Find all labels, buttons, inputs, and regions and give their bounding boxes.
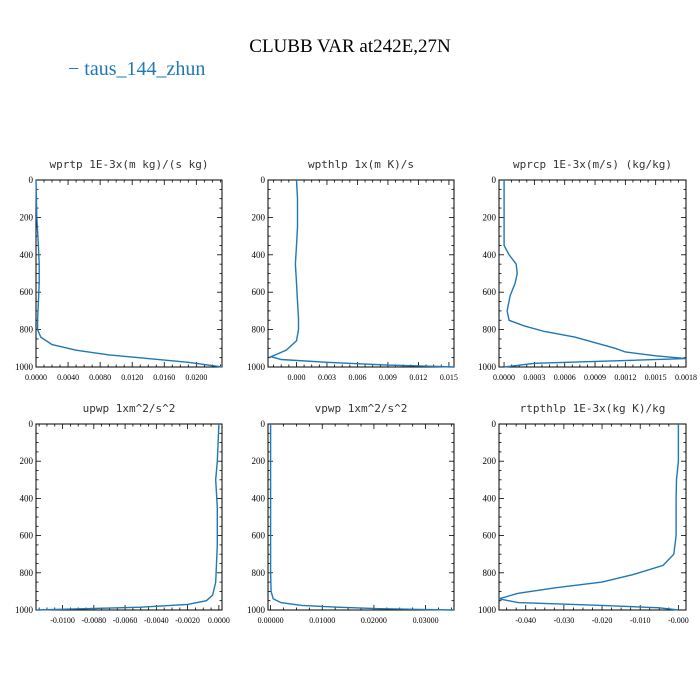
panel-2: wpthlp 1x(m K)/s 0 200 400 600 800 1000 0.000 0.… (247, 158, 458, 382)
plot-frame (498, 423, 687, 611)
y-tick-label: 400 (483, 250, 497, 260)
legend: − taus_144_zhun (68, 58, 205, 81)
x-tick-label: 0.0200 (185, 373, 207, 382)
y-tick-label: 800 (252, 568, 266, 578)
series-line (269, 424, 455, 611)
y-tick-label: 400 (483, 493, 497, 503)
y-tick-label: 600 (252, 287, 266, 297)
y-tick-label: 0 (29, 175, 34, 185)
y-tick-label: 400 (252, 250, 266, 260)
plot-frame (35, 423, 223, 611)
panel-1: wprtp 1E-3x(m kg)/(s kg) 0 200 400 600 800 100… (15, 158, 223, 382)
y-tick-label: 1000 (478, 362, 497, 372)
x-tick-label: 0.012 (409, 373, 427, 382)
x-tick-label: 0.0012 (614, 373, 636, 382)
x-tick-label: 0.0160 (153, 373, 175, 382)
series-line (268, 179, 455, 368)
y-tick-label: 400 (252, 493, 266, 503)
y-tick-label: 200 (20, 212, 34, 222)
y-tick-label: 200 (483, 212, 497, 222)
x-tick-label: 0.0000 (208, 616, 230, 625)
x-tick-label: -0.0040 (144, 616, 169, 625)
y-tick-label: 600 (483, 531, 497, 541)
x-tick-label: 0.0000 (493, 373, 515, 382)
y-tick-label: 0 (492, 419, 497, 429)
y-tick-label: 1000 (247, 605, 266, 615)
series-line (498, 424, 680, 611)
x-tick-label: 0.009 (379, 373, 397, 382)
y-tick-label: 800 (20, 568, 34, 578)
y-tick-label: 200 (20, 456, 34, 466)
x-tick-label: 0.015 (440, 373, 458, 382)
y-tick-label: 1000 (15, 362, 34, 372)
x-tick-label: -0.0060 (113, 616, 138, 625)
x-tick-label: 0.0000 (25, 373, 47, 382)
x-tick-label: 0.000 (287, 373, 305, 382)
panel-6: rtpthlp 1E-3x(kg K)/kg 0 200 400 600 800 1000 -… (478, 402, 689, 625)
y-tick-label: 1000 (478, 605, 497, 615)
panel-4: upwp 1xm^2/s^2 0 200 400 600 800 1000 -0.0100 -0… (15, 402, 230, 625)
plot-frame (35, 179, 223, 368)
y-tick-label: 400 (20, 493, 34, 503)
x-tick-label: 0.02000 (361, 616, 387, 625)
x-tick-label: 0.0015 (645, 373, 667, 382)
x-tick-label: 0.0009 (584, 373, 606, 382)
y-tick-label: 200 (252, 456, 266, 466)
y-tick-label: 1000 (15, 605, 34, 615)
legend-line-icon: − (68, 58, 80, 80)
x-tick-label: -0.020 (592, 616, 613, 625)
legend-label: taus_144_zhun (84, 58, 206, 80)
y-tick-label: 200 (483, 456, 497, 466)
y-tick-label: 0 (261, 175, 266, 185)
x-tick-label: 0.03000 (413, 616, 439, 625)
x-tick-label: 0.0120 (121, 373, 143, 382)
y-tick-label: 800 (252, 325, 266, 335)
panel-title: rtpthlp 1E-3x(kg K)/kg (520, 402, 666, 415)
x-tick-label: -0.000 (668, 616, 689, 625)
panel-title: wprcp 1E-3x(m/s) (kg/kg) (513, 158, 672, 171)
y-tick-label: 0 (29, 419, 34, 429)
y-tick-label: 0 (261, 419, 266, 429)
plot-frame (267, 423, 455, 611)
x-tick-label: 0.0003 (523, 373, 545, 382)
series-line (35, 179, 223, 368)
panel-3: wprcp 1E-3x(m/s) (kg/kg) 0 200 400 600 800 100… (478, 158, 697, 382)
series-line (35, 423, 220, 611)
y-tick-label: 1000 (247, 362, 266, 372)
y-tick-label: 600 (20, 287, 34, 297)
x-tick-label: 0.0040 (57, 373, 79, 382)
x-tick-label: 0.00000 (258, 616, 284, 625)
plot-frame (498, 179, 687, 368)
x-tick-label: -0.0100 (50, 616, 75, 625)
y-tick-label: 600 (483, 287, 497, 297)
x-tick-label: 0.003 (318, 373, 336, 382)
x-tick-label: 0.01000 (309, 616, 335, 625)
y-tick-label: 400 (20, 250, 34, 260)
x-tick-label: -0.0020 (175, 616, 200, 625)
y-tick-label: 200 (252, 212, 266, 222)
x-tick-label: -0.0080 (81, 616, 106, 625)
panel-title: upwp 1xm^2/s^2 (83, 402, 176, 415)
x-tick-label: 0.0018 (675, 373, 697, 382)
series-line (503, 180, 687, 368)
x-tick-label: -0.040 (515, 616, 536, 625)
panel-title: vpwp 1xm^2/s^2 (315, 402, 408, 415)
x-tick-label: 0.0006 (554, 373, 576, 382)
y-tick-label: 800 (483, 325, 497, 335)
panel-title: wprtp 1E-3x(m kg)/(s kg) (50, 158, 209, 171)
x-tick-label: -0.030 (554, 616, 575, 625)
x-tick-label: 0.006 (348, 373, 366, 382)
y-tick-label: 800 (20, 325, 34, 335)
y-tick-label: 0 (492, 175, 497, 185)
x-tick-label: -0.010 (630, 616, 651, 625)
y-tick-label: 600 (20, 531, 34, 541)
figure-title: CLUBB VAR at242E,27N (249, 36, 451, 57)
x-tick-label: 0.0080 (89, 373, 111, 382)
panel-title: wpthlp 1x(m K)/s (308, 158, 414, 171)
y-tick-label: 800 (483, 568, 497, 578)
y-tick-label: 600 (252, 531, 266, 541)
